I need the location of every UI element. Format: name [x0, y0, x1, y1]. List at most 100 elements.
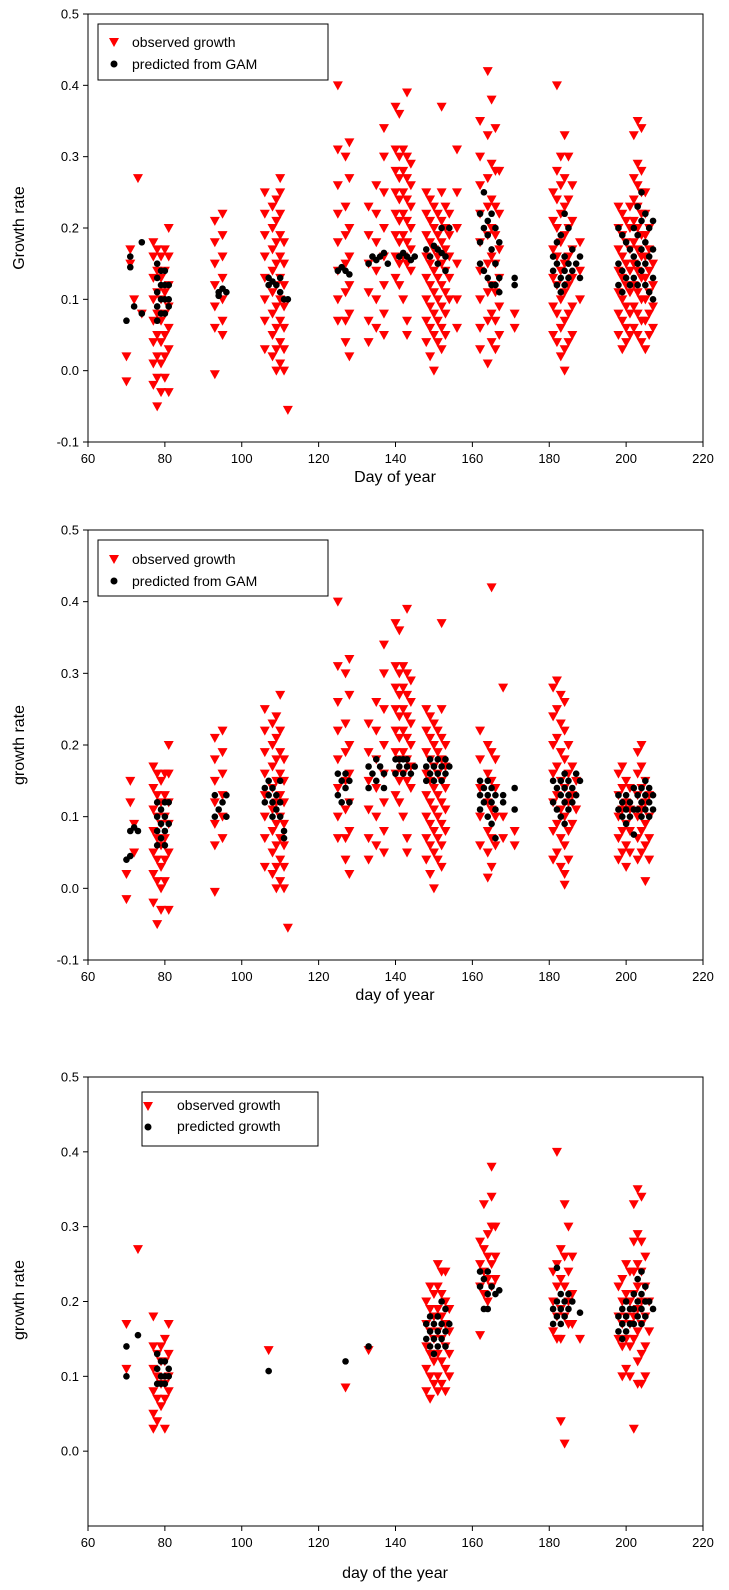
- observed-point: [259, 834, 270, 844]
- observed-point: [209, 370, 220, 380]
- predicted-point: [649, 806, 657, 813]
- observed-point: [152, 331, 163, 340]
- observed-point: [436, 281, 447, 291]
- x-tick-label: 120: [308, 451, 330, 466]
- observed-point: [567, 762, 578, 772]
- predicted-point: [126, 852, 134, 860]
- observed-point: [494, 302, 505, 312]
- observed-point: [432, 295, 443, 305]
- observed-point: [209, 798, 220, 808]
- predicted-point: [161, 813, 169, 820]
- observed-point: [421, 231, 432, 241]
- predicted-point: [638, 813, 645, 820]
- predicted-point: [273, 791, 280, 799]
- observed-point: [548, 245, 559, 255]
- observed-point: [217, 834, 228, 844]
- observed-point: [621, 1260, 632, 1270]
- observed-point: [551, 819, 562, 829]
- observed-point: [436, 216, 447, 226]
- predicted-point: [492, 224, 499, 232]
- observed-point: [148, 380, 159, 390]
- predicted-point: [622, 238, 630, 246]
- predicted-point: [649, 296, 657, 303]
- observed-point: [340, 316, 351, 326]
- predicted-point: [549, 799, 557, 806]
- predicted-point: [273, 806, 280, 813]
- observed-point: [217, 769, 228, 779]
- observed-point: [613, 1282, 624, 1292]
- predicted-point: [615, 791, 622, 799]
- observed-point: [159, 1334, 170, 1344]
- predicted-point: [426, 756, 434, 763]
- predicted-point: [280, 834, 288, 842]
- observed-point: [371, 238, 382, 248]
- observed-point: [640, 819, 651, 829]
- observed-point: [640, 841, 651, 851]
- predicted-point: [622, 791, 630, 799]
- observed-point: [636, 762, 647, 772]
- observed-point: [628, 216, 639, 226]
- observed-point: [613, 245, 624, 255]
- observed-point: [402, 834, 413, 844]
- panel-3-legend-box: [141, 1091, 319, 1147]
- observed-point: [421, 273, 432, 283]
- observed-point: [640, 1372, 651, 1382]
- predicted-point: [161, 1380, 169, 1388]
- predicted-point: [476, 1268, 484, 1275]
- predicted-point: [430, 1335, 438, 1343]
- observed-point: [209, 819, 220, 829]
- predicted-point: [645, 1298, 653, 1305]
- observed-point: [209, 259, 220, 269]
- observed-point: [259, 295, 270, 305]
- predicted-point: [492, 834, 499, 842]
- observed-point: [152, 855, 163, 865]
- predicted-point: [223, 288, 230, 296]
- observed-point: [271, 862, 282, 872]
- observed-point: [217, 748, 228, 758]
- observed-point: [398, 295, 409, 305]
- predicted-point: [618, 1320, 626, 1328]
- predicted-point: [476, 806, 484, 813]
- observed-point: [421, 295, 432, 305]
- observed-point: [394, 174, 405, 184]
- observed-point: [498, 834, 509, 844]
- observed-point: [559, 1200, 570, 1210]
- predicted-point: [495, 238, 503, 246]
- observed-point: [344, 870, 355, 879]
- observed-point: [209, 281, 220, 291]
- observed-point: [636, 338, 647, 348]
- panel-2-legend-box: [97, 539, 329, 597]
- predicted-point: [495, 274, 503, 282]
- predicted-point: [165, 303, 173, 310]
- observed-point: [494, 245, 505, 255]
- predicted-point: [153, 317, 161, 325]
- predicted-point: [561, 799, 568, 806]
- observed-point: [486, 338, 497, 348]
- observed-point: [332, 181, 343, 191]
- observed-point: [152, 373, 163, 383]
- observed-point: [402, 174, 413, 184]
- observed-point: [209, 216, 220, 226]
- observed-point: [628, 1200, 639, 1210]
- observed-point: [125, 798, 136, 808]
- x-tick-label: 220: [692, 969, 714, 984]
- observed-point: [390, 726, 401, 736]
- observed-point: [436, 819, 447, 829]
- observed-point: [644, 855, 655, 865]
- observed-point: [575, 266, 585, 276]
- panel-2-y-axis-label: growth rate: [11, 705, 28, 785]
- predicted-point: [223, 791, 230, 799]
- predicted-point: [630, 831, 638, 838]
- observed-point: [282, 923, 293, 933]
- observed-point: [340, 1383, 351, 1393]
- observed-point: [548, 302, 559, 312]
- panel-2-legend-dot-icon: [110, 577, 118, 585]
- panel-1-marks: [121, 67, 659, 415]
- observed-point: [405, 202, 416, 212]
- observed-point: [425, 870, 436, 879]
- observed-point: [275, 338, 286, 348]
- observed-point: [156, 862, 167, 872]
- observed-point: [559, 841, 570, 851]
- observed-point: [209, 841, 220, 851]
- observed-point: [432, 812, 443, 822]
